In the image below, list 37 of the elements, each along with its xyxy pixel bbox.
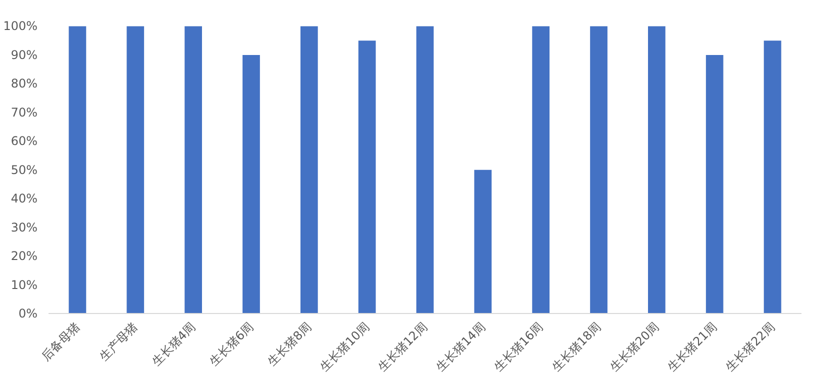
x-tick-label: 生长猪4周 bbox=[149, 320, 198, 369]
x-tick-label: 生长猪16周 bbox=[491, 320, 546, 374]
y-tick-label: 40% bbox=[10, 192, 38, 206]
y-tick-label: 20% bbox=[10, 249, 38, 264]
bar bbox=[474, 170, 492, 314]
y-tick-label: 0% bbox=[18, 306, 38, 320]
x-tick-label: 生长猪14周 bbox=[433, 320, 488, 374]
bar bbox=[358, 40, 376, 314]
bar bbox=[68, 26, 86, 314]
bar bbox=[706, 54, 724, 314]
y-tick-label: 10% bbox=[10, 278, 38, 292]
x-tick-label: 生长猪6周 bbox=[206, 320, 256, 369]
y-tick-label: 60% bbox=[10, 134, 38, 148]
bar bbox=[590, 26, 608, 314]
y-tick-label: 70% bbox=[10, 105, 38, 120]
x-tick-label: 后备母猪 bbox=[38, 320, 82, 364]
bar bbox=[126, 26, 144, 314]
bar bbox=[764, 40, 782, 314]
x-tick-label: 生长猪10周 bbox=[317, 320, 372, 374]
x-tick-label: 生长猪12周 bbox=[375, 320, 430, 374]
bar bbox=[416, 26, 434, 314]
y-tick-label: 100% bbox=[3, 19, 38, 34]
x-tick-label: 生长猪20周 bbox=[607, 320, 662, 374]
y-tick-label: 30% bbox=[10, 220, 38, 234]
x-tick-label: 生长猪22周 bbox=[722, 320, 778, 374]
x-tick-label: 生长猪21周 bbox=[664, 320, 720, 374]
x-tick-label: 生长猪8周 bbox=[264, 320, 314, 369]
bar bbox=[242, 54, 260, 314]
bar bbox=[300, 26, 318, 314]
x-tick-label: 生长猪18周 bbox=[549, 320, 604, 374]
x-tick-label: 生产母猪 bbox=[96, 320, 140, 364]
bar bbox=[184, 26, 202, 314]
bar bbox=[532, 26, 550, 314]
y-tick-label: 80% bbox=[10, 76, 38, 91]
y-tick-label: 90% bbox=[10, 48, 38, 62]
bar bbox=[648, 26, 666, 314]
y-tick-label: 50% bbox=[10, 162, 38, 177]
